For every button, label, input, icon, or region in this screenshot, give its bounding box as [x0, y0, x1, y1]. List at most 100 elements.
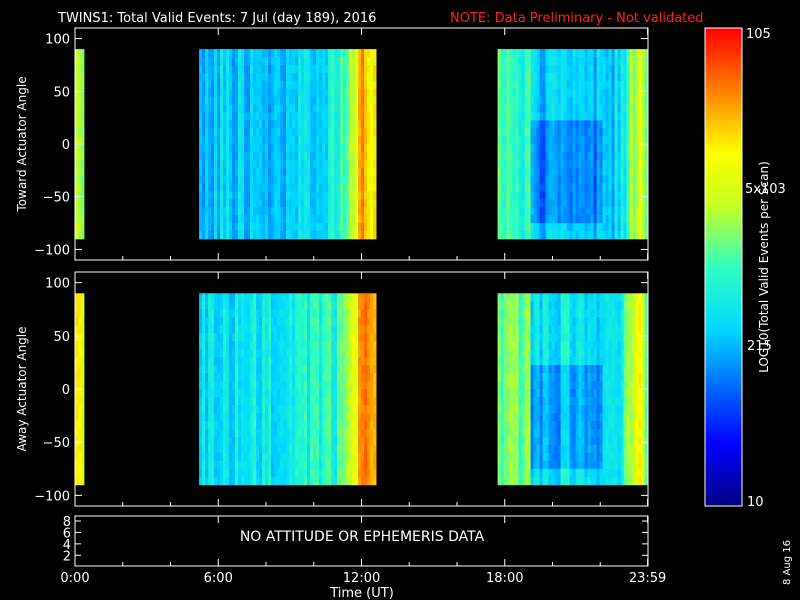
heatmap-cell [232, 349, 236, 358]
heatmap-cell [235, 420, 239, 430]
heatmap-cell [587, 167, 591, 176]
heatmap-cell [578, 151, 582, 161]
heatmap-cell [569, 452, 573, 462]
heatmap-cell [75, 357, 79, 366]
heatmap-cell [545, 325, 549, 334]
heatmap-cell [310, 159, 314, 169]
heatmap-cell [250, 231, 254, 240]
heatmap-cell [289, 365, 293, 374]
heatmap-cell [241, 231, 245, 240]
heatmap-cell [319, 128, 323, 137]
heatmap-cell [325, 397, 329, 406]
heatmap-cell [301, 136, 305, 145]
heatmap-cell [578, 452, 582, 462]
heatmap-cell [328, 199, 332, 208]
heatmap-cell [352, 128, 356, 137]
heatmap-cell [551, 191, 555, 200]
heatmap-cell [590, 293, 594, 302]
heatmap-cell [262, 128, 266, 137]
heatmap-cell [524, 412, 528, 422]
heatmap-cell [208, 373, 212, 382]
heatmap-cell [352, 64, 356, 74]
heatmap-cell [78, 136, 82, 145]
heatmap-cell [298, 341, 302, 350]
heatmap-cell [572, 64, 576, 74]
heatmap-cell [286, 317, 290, 326]
heatmap-cell [262, 231, 266, 240]
heatmap-cell [265, 167, 269, 176]
heatmap-cell [632, 199, 636, 208]
heatmap-cell [373, 120, 377, 129]
heatmap-cell [78, 460, 82, 470]
heatmap-cell [548, 341, 552, 350]
heatmap-cell [554, 301, 558, 310]
heatmap-cell [202, 223, 206, 232]
heatmap-cell [509, 373, 513, 382]
heatmap-cell [232, 405, 236, 414]
heatmap-cell [641, 136, 645, 145]
heatmap-cell [217, 444, 221, 454]
heatmap-cell [325, 49, 329, 58]
heatmap-cell [584, 357, 588, 366]
heatmap-cell [373, 72, 377, 82]
heatmap-cell [238, 136, 242, 145]
heatmap-cell [202, 428, 206, 438]
heatmap-cell [497, 159, 501, 169]
heatmap-cell [346, 341, 350, 350]
heatmap-cell [575, 167, 579, 176]
heatmap-cell [211, 293, 215, 302]
heatmap-cell [352, 397, 356, 406]
heatmap-cell [322, 64, 326, 74]
heatmap-cell [244, 460, 248, 470]
heatmap-cell [518, 231, 522, 240]
heatmap-cell [527, 412, 531, 422]
heatmap-cell [539, 389, 543, 398]
heatmap-cell [563, 420, 567, 430]
heatmap-cell [319, 349, 323, 358]
heatmap-cell [608, 120, 612, 129]
heatmap-cell [370, 175, 374, 184]
heatmap-cell [641, 128, 645, 137]
heatmap-cell [343, 349, 347, 358]
heatmap-cell [515, 365, 519, 374]
heatmap-cell [644, 104, 648, 113]
heatmap-cell [569, 183, 573, 192]
heatmap-cell [569, 88, 573, 97]
heatmap-cell [265, 373, 269, 382]
heatmap-cell [575, 136, 579, 145]
heatmap-cell [298, 231, 302, 240]
heatmap-cell [232, 144, 236, 153]
heatmap-cell [361, 333, 365, 342]
heatmap-cell [620, 49, 624, 58]
heatmap-cell [593, 215, 597, 224]
heatmap-cell [81, 128, 85, 137]
heatmap-cell [81, 373, 85, 382]
heatmap-cell [256, 389, 260, 398]
heatmap-cell [78, 357, 82, 366]
heatmap-cell [277, 373, 281, 382]
heatmap-cell [295, 191, 299, 200]
heatmap-cell [506, 72, 510, 82]
heatmap-cell [527, 112, 531, 121]
heatmap-cell [298, 301, 302, 310]
heatmap-cell [584, 199, 588, 208]
heatmap-cell [277, 223, 281, 232]
heatmap-cell [530, 175, 534, 184]
heatmap-cell [247, 223, 251, 232]
heatmap-cell [584, 420, 588, 430]
heatmap-cell [229, 207, 233, 216]
heatmap-cell [515, 341, 519, 350]
heatmap-cell [331, 389, 335, 398]
heatmap-cell [229, 333, 233, 342]
heatmap-cell [566, 460, 570, 470]
heatmap-cell [268, 405, 272, 414]
heatmap-cell [280, 452, 284, 462]
heatmap-cell [569, 325, 573, 334]
heatmap-cell [370, 349, 374, 358]
heatmap-cell [226, 215, 230, 224]
heatmap-cell [313, 444, 317, 454]
heatmap-cell [557, 436, 561, 446]
heatmap-cell [370, 381, 374, 390]
heatmap-cell [316, 112, 320, 121]
heatmap-cell [253, 136, 257, 145]
